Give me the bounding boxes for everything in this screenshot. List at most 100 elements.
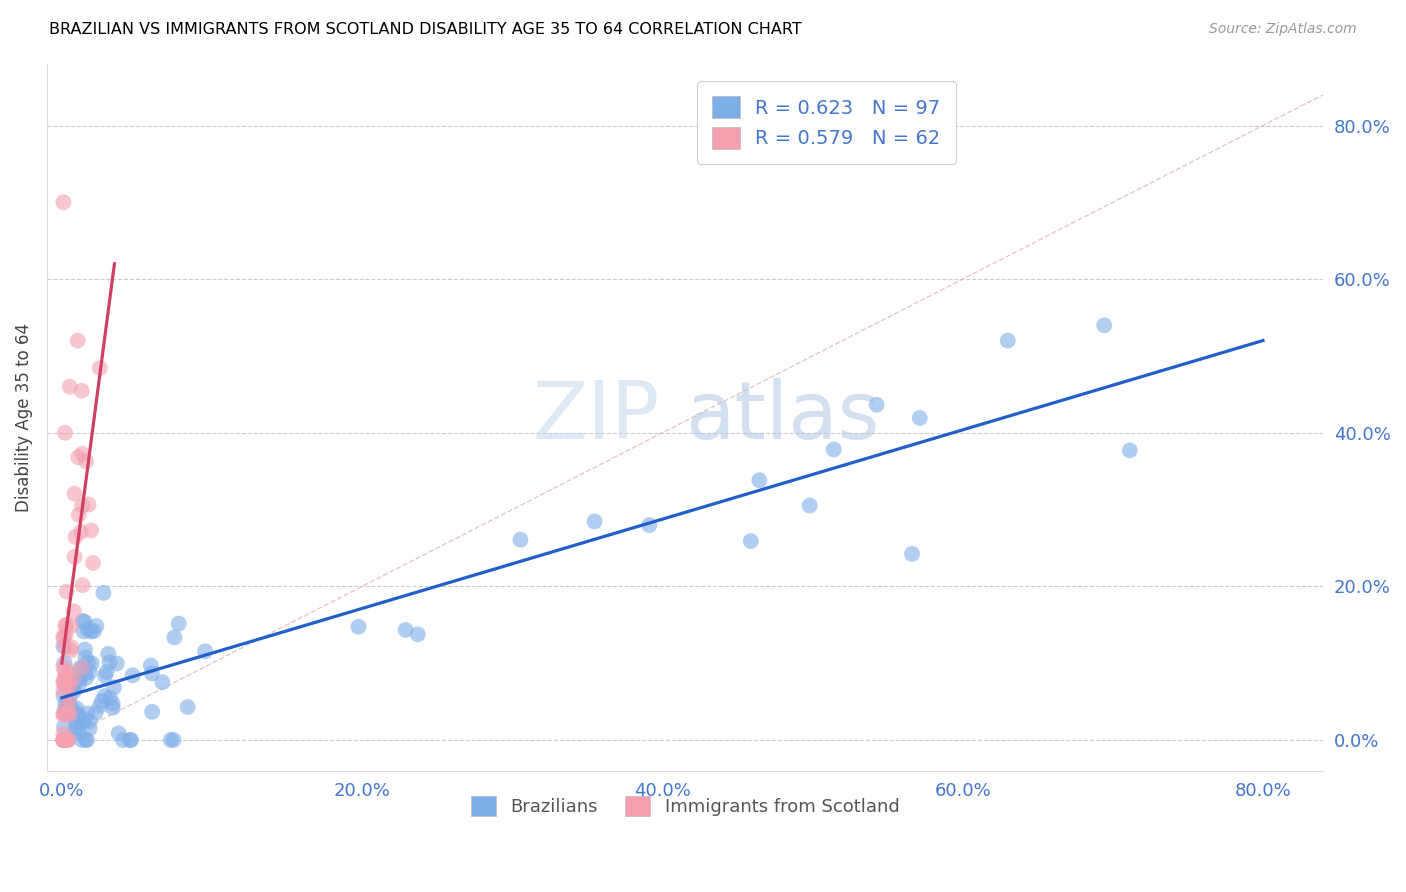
Point [66,334,89,348]
Point [52,676,75,690]
Point [58,691,80,706]
Point [62,677,84,691]
Point [52,733,75,747]
Point [901,547,924,561]
Point [67,450,90,465]
Point [55,618,77,632]
Point [53,675,76,690]
Point [52,640,75,654]
Point [98,656,121,670]
Point [56,677,79,691]
Point [98,691,121,706]
Point [997,334,1019,348]
Point [509,533,531,547]
Point [93,689,115,703]
Point [59,643,82,657]
Point [79,665,101,679]
Point [75,733,97,747]
Point [70,384,93,398]
Point [72,578,94,592]
Point [1119,443,1142,458]
Point [55,733,77,747]
Point [62,672,84,686]
Point [80,524,103,538]
Point [89,699,111,714]
Point [194,644,217,658]
Point [70,661,93,675]
Point [58,665,80,679]
Point [77,655,100,669]
Point [60,619,83,633]
Point [83,624,105,639]
Text: ZIP: ZIP [531,378,659,457]
Text: Source: ZipAtlas.com: Source: ZipAtlas.com [1209,22,1357,37]
Point [59,379,82,393]
Point [77,623,100,637]
Point [63,549,86,564]
Point [94,669,117,683]
Point [52,733,75,747]
Point [52,733,75,747]
Point [799,499,821,513]
Point [69,525,91,540]
Point [70,447,93,461]
Point [101,697,124,711]
Point [79,722,101,736]
Point [75,454,97,468]
Point [79,714,101,728]
Point [75,650,97,665]
Point [89,361,111,376]
Point [52,733,75,747]
Point [53,664,76,678]
Point [73,642,96,657]
Point [60,668,83,682]
Point [65,725,87,739]
Point [58,733,80,747]
Point [55,706,77,721]
Point [86,619,108,633]
Point [52,659,75,673]
Point [53,706,76,721]
Point [65,701,87,715]
Point [65,720,87,734]
Point [75,666,97,681]
Point [55,672,77,686]
Point [53,640,76,654]
Point [91,694,114,708]
Point [70,661,93,675]
Point [66,711,89,725]
Point [52,727,75,741]
Point [53,425,76,440]
Point [111,733,134,747]
Point [52,673,75,688]
Point [56,698,79,713]
Point [107,726,129,740]
Point [59,700,82,714]
Point [82,556,104,570]
Point [56,696,79,710]
Point [162,733,184,747]
Point [583,515,606,529]
Point [76,706,98,721]
Point [53,670,76,684]
Point [75,671,97,685]
Point [70,733,93,747]
Point [59,706,82,721]
Y-axis label: Disability Age 35 to 64: Disability Age 35 to 64 [15,323,32,512]
Point [163,631,186,645]
Point [76,733,98,747]
Point [72,715,94,730]
Point [62,604,84,618]
Point [55,697,77,711]
Point [67,508,90,522]
Point [908,411,931,425]
Point [52,720,75,734]
Point [67,725,90,739]
Point [73,712,96,726]
Point [72,624,94,639]
Point [77,498,100,512]
Point [52,733,75,747]
Point [141,705,163,719]
Point [103,681,125,695]
Point [65,530,87,544]
